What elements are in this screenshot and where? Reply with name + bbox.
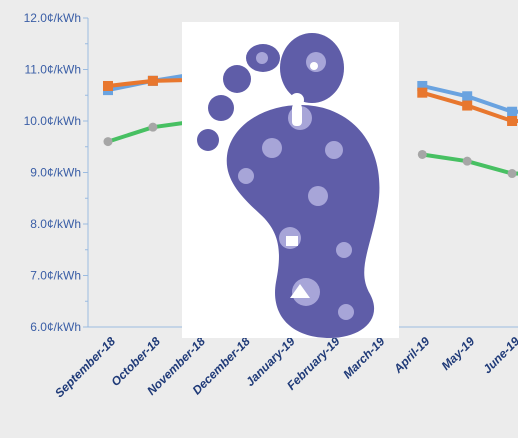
y-tick-label: 8.0¢/kWh — [30, 217, 81, 231]
data-point — [417, 80, 428, 91]
y-tick-label: 6.0¢/kWh — [30, 320, 81, 334]
y-tick-label: 7.0¢/kWh — [30, 269, 81, 283]
y-axis: 12.0¢/kWh 11.0¢/kWh 10.0¢/kWh 9.0¢/kWh 8.0¢/… — [24, 11, 89, 334]
data-point — [417, 149, 427, 159]
data-point — [462, 91, 473, 102]
y-tick-label: 12.0¢/kWh — [24, 11, 81, 25]
data-point — [507, 106, 518, 117]
data-point — [103, 80, 113, 91]
data-point — [147, 75, 158, 86]
y-tick-label: 9.0¢/kWh — [30, 166, 81, 180]
data-point — [507, 116, 518, 126]
data-point — [148, 122, 158, 132]
data-point — [417, 87, 428, 98]
y-tick-label: 11.0¢/kWh — [25, 63, 81, 77]
data-point — [507, 169, 517, 179]
data-point — [103, 137, 113, 147]
data-point — [462, 156, 472, 166]
footprint-icon — [197, 33, 380, 338]
y-tick-label: 10.0¢/kWh — [24, 114, 81, 128]
data-point — [462, 100, 473, 111]
